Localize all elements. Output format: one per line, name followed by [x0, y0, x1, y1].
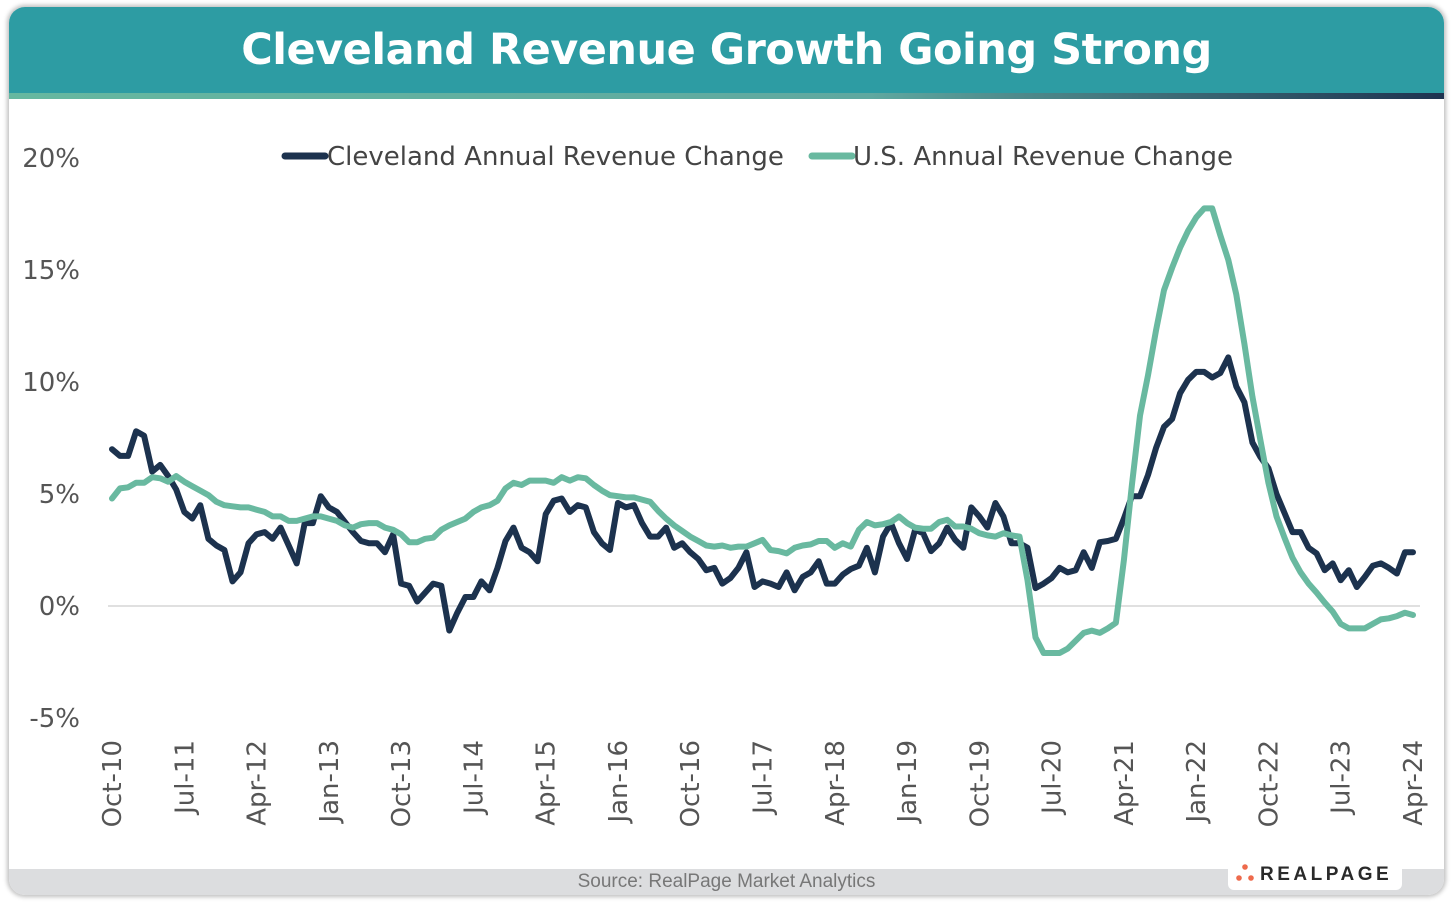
chart-card: Cleveland Revenue Growth Going Strong So… [9, 7, 1444, 895]
x-tick-label: Jul-17 [749, 740, 779, 816]
logo-text: REALPAGE [1260, 864, 1393, 885]
x-tick-label: Apr-21 [1110, 740, 1140, 826]
x-tick-label: Apr-18 [821, 740, 851, 826]
x-tick-label: Jul-11 [170, 740, 200, 816]
series-line-us [109, 205, 1416, 656]
x-tick-label: Jan-16 [604, 740, 634, 825]
x-tick-label: Oct-19 [965, 740, 995, 827]
x-tick-label: Apr-12 [243, 740, 273, 826]
x-tick-label: Apr-15 [532, 740, 562, 826]
title-banner [9, 7, 1444, 93]
chart-title: Cleveland Revenue Growth Going Strong [241, 25, 1212, 75]
legend-label: U.S. Annual Revenue Change [853, 142, 1233, 172]
logo-dots-icon [1236, 864, 1254, 881]
x-tick-label: Jul-23 [1327, 740, 1357, 816]
x-tick-label: Oct-22 [1254, 740, 1284, 827]
x-tick-label: Jul-14 [459, 740, 489, 816]
y-tick-label: -5% [29, 704, 80, 734]
legend-label: Cleveland Annual Revenue Change [327, 142, 784, 172]
y-tick-label: 10% [22, 368, 80, 398]
footer-band [9, 869, 1444, 895]
x-tick-label: Jan-13 [315, 740, 345, 825]
y-tick-label: 20% [22, 144, 80, 174]
series-line-cleveland [109, 354, 1416, 634]
x-tick-label: Oct-10 [98, 740, 128, 827]
x-tick-label: Oct-16 [676, 740, 706, 827]
realpage-logo: REALPAGE [1228, 860, 1402, 890]
y-tick-label: 0% [39, 592, 80, 622]
y-tick-label: 5% [39, 480, 80, 510]
x-tick-label: Oct-13 [387, 740, 417, 827]
x-tick-label: Apr-24 [1399, 740, 1429, 826]
y-tick-label: 15% [22, 256, 80, 286]
title-underline [9, 93, 1444, 99]
source-note: Source: RealPage Market Analytics [577, 871, 876, 892]
x-tick-label: Jul-20 [1038, 740, 1068, 816]
x-tick-label: Jan-19 [893, 740, 923, 825]
x-tick-label: Jan-22 [1182, 740, 1212, 825]
